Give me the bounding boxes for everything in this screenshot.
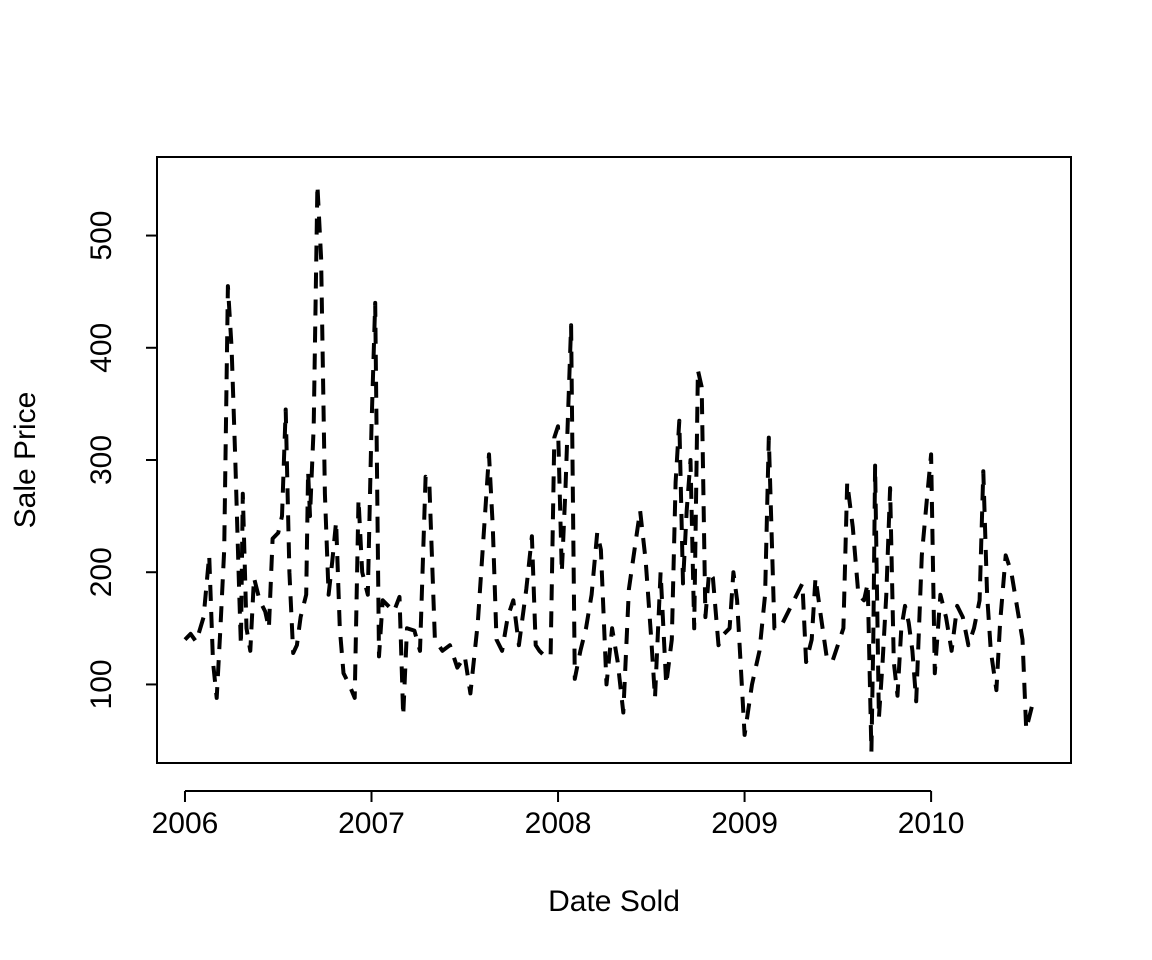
series-line (183, 183, 1034, 754)
x-axis-title: Date Sold (548, 885, 680, 918)
x-axis: 2006 2007 2008 2009 2010 (152, 790, 965, 840)
x-tick-label: 2006 (152, 807, 219, 840)
x-tick-label: 2007 (338, 807, 405, 840)
y-axis-title: Sale Price (9, 392, 42, 529)
y-axis: 100 200 300 400 500 (85, 211, 158, 709)
y-tick-label: 400 (85, 323, 118, 373)
x-tick-label: 2008 (525, 807, 592, 840)
x-tick-label: 2010 (898, 807, 965, 840)
y-tick-label: 200 (85, 547, 118, 597)
y-tick-label: 300 (85, 435, 118, 485)
y-tick-label: 500 (85, 211, 118, 261)
y-tick-label: 100 (85, 659, 118, 709)
x-tick-label: 2009 (711, 807, 778, 840)
